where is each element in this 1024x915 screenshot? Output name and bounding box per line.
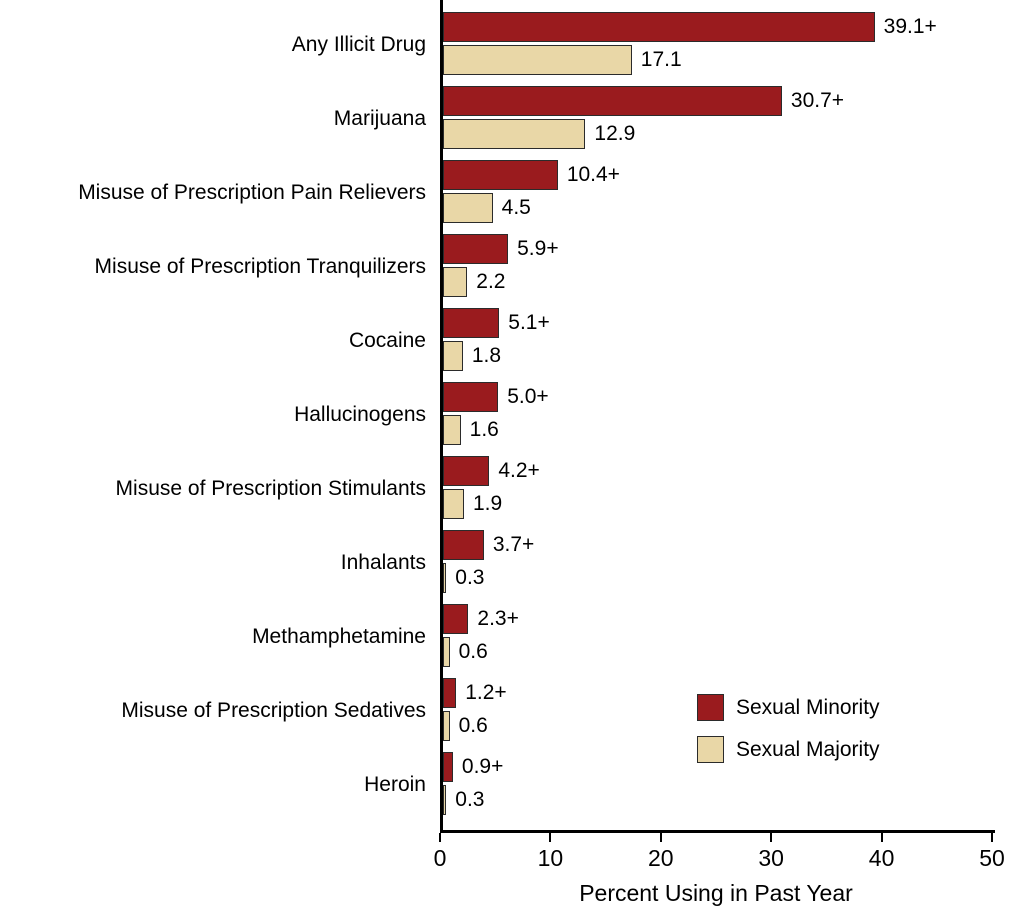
bar-sexual-minority bbox=[443, 604, 469, 634]
x-axis-title: Percent Using in Past Year bbox=[579, 880, 853, 906]
x-axis-tick bbox=[549, 833, 552, 842]
bar-sexual-minority bbox=[443, 12, 875, 42]
bar-sexual-majority bbox=[443, 785, 447, 815]
category-label: Methamphetamine bbox=[252, 624, 426, 648]
bar-sexual-majority bbox=[443, 415, 461, 445]
bar-value-label: 4.2+ bbox=[498, 459, 540, 482]
legend-swatch-minority bbox=[697, 694, 724, 721]
bar-sexual-majority bbox=[443, 637, 450, 667]
bar-value-label: 5.9+ bbox=[517, 237, 559, 260]
bar-value-label: 0.3 bbox=[455, 566, 485, 589]
bar-sexual-minority bbox=[443, 678, 457, 708]
bar-value-label: 0.9+ bbox=[461, 755, 504, 778]
bar-value-label: 2.3+ bbox=[477, 607, 519, 630]
bar-value-label: 0.6 bbox=[458, 714, 488, 737]
bar-value-label: 3.7+ bbox=[492, 533, 535, 556]
x-axis-tick-label: 20 bbox=[648, 845, 674, 871]
category-label: Heroin bbox=[364, 772, 426, 796]
bar-value-label: 5.1+ bbox=[508, 311, 550, 334]
bar-value-label: 5.0+ bbox=[507, 385, 549, 408]
bar-sexual-majority bbox=[443, 193, 493, 223]
x-axis-tick-label: 40 bbox=[868, 845, 895, 871]
bar-value-label: 4.5 bbox=[501, 196, 531, 219]
bar-sexual-minority bbox=[443, 234, 509, 264]
category-label: Misuse of Prescription Sedatives bbox=[121, 698, 426, 722]
category-label: Misuse of Prescription Stimulants bbox=[115, 476, 426, 500]
bar-sexual-majority bbox=[443, 711, 450, 741]
bar-sexual-majority bbox=[443, 119, 586, 149]
bar-sexual-majority bbox=[443, 45, 632, 75]
legend-swatch-majority bbox=[697, 736, 724, 763]
x-axis-tick-label: 10 bbox=[537, 845, 564, 871]
x-axis-tick bbox=[770, 833, 773, 842]
bar-sexual-minority bbox=[443, 752, 453, 782]
x-axis-tick-label: 0 bbox=[433, 845, 447, 871]
bar-value-label: 1.2+ bbox=[465, 681, 507, 704]
category-label: Any Illicit Drug bbox=[291, 32, 426, 56]
category-label: Misuse of Prescription Pain Relievers bbox=[78, 180, 426, 204]
x-axis: 0 10 20 30 40 50 bbox=[434, 833, 1005, 893]
plot-area: 39.1+ 17.1 30.7+ 12.9 10.4+ 4.5 5.9+ 2.2 5.1+ 1.8… bbox=[440, 0, 995, 833]
legend: Sexual Minority Sexual Majority bbox=[697, 694, 880, 778]
x-axis-tick bbox=[439, 833, 441, 842]
bar-sexual-minority bbox=[443, 382, 499, 412]
bar-sexual-majority bbox=[443, 489, 464, 519]
bar-sexual-minority bbox=[443, 456, 490, 486]
legend-label-minority: Sexual Minority bbox=[736, 695, 880, 719]
bar-value-label: 39.1+ bbox=[883, 15, 937, 38]
x-axis-tick bbox=[659, 833, 662, 842]
x-axis-tick-label: 50 bbox=[979, 845, 1005, 871]
bar-value-label: 1.6 bbox=[469, 418, 499, 441]
x-axis-tick bbox=[991, 833, 993, 842]
category-label: Hallucinogens bbox=[294, 402, 426, 426]
y-axis-category-labels: Any Illicit Drug Marijuana Misuse of Presc… bbox=[0, 0, 426, 830]
bar-value-label: 10.4+ bbox=[566, 163, 620, 186]
legend-item-sexual-minority: Sexual Minority bbox=[697, 694, 880, 721]
legend-label-majority: Sexual Majority bbox=[736, 737, 880, 761]
bar-sexual-minority bbox=[443, 86, 782, 116]
bar-sexual-majority bbox=[443, 267, 468, 297]
bar-value-label: 0.6 bbox=[458, 640, 488, 663]
bar-sexual-majority bbox=[443, 341, 463, 371]
x-axis-tick bbox=[880, 833, 883, 842]
category-label: Marijuana bbox=[333, 106, 426, 130]
bar-sexual-minority bbox=[443, 160, 558, 190]
x-axis-tick-label: 30 bbox=[758, 845, 784, 871]
bar-value-label: 12.9 bbox=[594, 122, 636, 145]
category-label: Cocaine bbox=[348, 328, 426, 352]
bar-sexual-minority bbox=[443, 530, 484, 560]
category-label: Inhalants bbox=[340, 550, 426, 574]
legend-item-sexual-majority: Sexual Majority bbox=[697, 736, 880, 763]
bar-value-label: 2.2 bbox=[476, 270, 506, 293]
bar-sexual-majority bbox=[443, 563, 447, 593]
bar-value-label: 30.7+ bbox=[790, 89, 845, 112]
bar-sexual-minority bbox=[443, 308, 500, 338]
bar-value-label: 0.3 bbox=[455, 788, 485, 811]
bar-value-label: 1.9 bbox=[472, 492, 503, 515]
bar-value-label: 17.1 bbox=[640, 48, 682, 71]
category-label: Misuse of Prescription Tranquilizers bbox=[94, 254, 426, 278]
bar-value-label: 1.8 bbox=[471, 344, 502, 367]
